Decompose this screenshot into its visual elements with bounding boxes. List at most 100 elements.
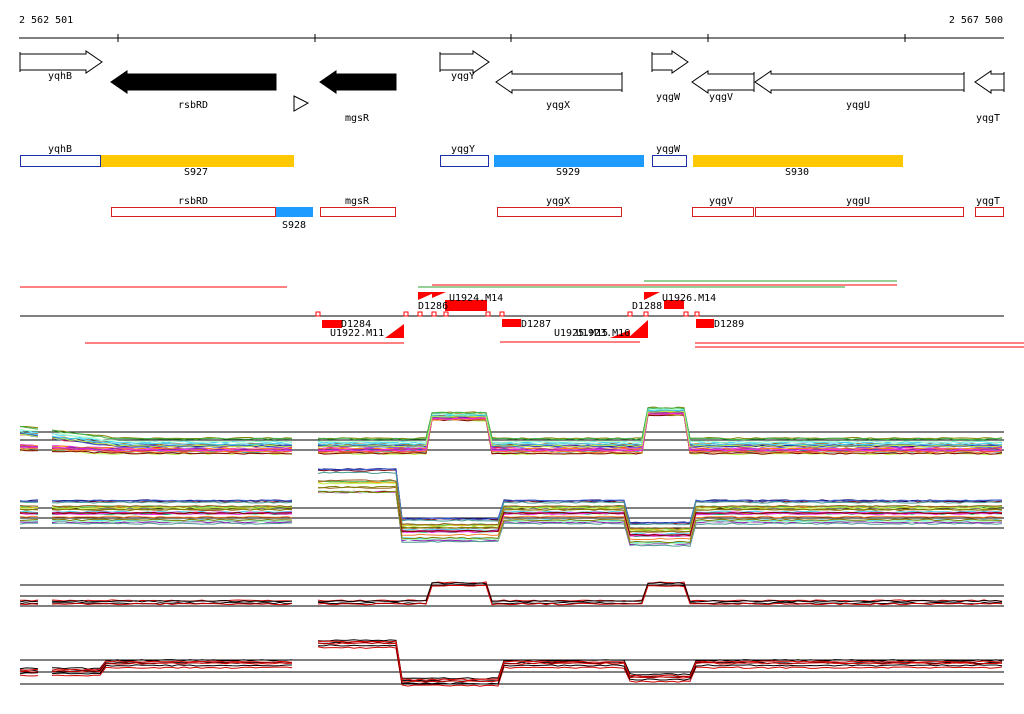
segment-label: rsbRD — [178, 196, 208, 207]
segment-label: S928 — [282, 220, 306, 231]
feature-label: U1924.M14 — [449, 293, 503, 304]
profile-line — [317, 410, 1003, 447]
profile-line — [317, 479, 1003, 530]
segments-track-bottom: rsbRD S928 mgsR yqgX yqgV yqgU yqgT — [111, 196, 1004, 231]
gene-arrow — [319, 70, 397, 94]
profile-line — [317, 584, 1003, 606]
profile-line — [19, 519, 39, 521]
gene-arrow — [439, 50, 490, 74]
profile-line — [317, 490, 1003, 546]
profile-line — [317, 468, 1003, 524]
segment-label: yqgT — [976, 196, 1000, 207]
profile-line — [51, 429, 293, 440]
expression-profiles — [19, 406, 1004, 687]
profile-line — [19, 512, 39, 514]
profile-line — [19, 446, 39, 448]
profile-line — [51, 601, 293, 605]
profile-line — [51, 515, 293, 519]
segments-track-top: yqhB S927 yqgY S929 yqgW S930 — [20, 144, 903, 178]
segment-box — [494, 155, 644, 167]
profile-line — [51, 508, 293, 511]
profile-line — [317, 490, 1003, 547]
profile-line — [19, 447, 38, 450]
gene-label: yqgY — [451, 71, 475, 82]
feature-block — [664, 300, 684, 309]
segment-label: yqgX — [546, 196, 570, 207]
gene-label: mgsR — [345, 113, 370, 124]
feature-wedge — [610, 330, 630, 338]
profile-line — [318, 640, 1003, 681]
feature-wedge — [628, 320, 648, 338]
gene-label: yqgT — [976, 113, 1000, 124]
expression-panel-3 — [19, 581, 1004, 607]
profile-line — [19, 431, 39, 436]
feature-wedge — [385, 324, 404, 338]
profile-line — [51, 445, 293, 450]
expression-panel-1 — [19, 406, 1004, 456]
feature-tick — [683, 311, 689, 317]
profile-line — [317, 490, 1003, 537]
profile-line — [51, 662, 293, 673]
segment-label: yqgU — [846, 196, 870, 207]
profile-line — [317, 482, 1003, 531]
profile-line — [19, 429, 39, 432]
ruler-start-label: 2 562 501 — [19, 15, 73, 26]
profile-line — [51, 518, 293, 522]
profile-line — [19, 433, 39, 438]
profile-line — [51, 435, 293, 446]
profile-line — [317, 639, 1003, 680]
profile-line — [19, 444, 38, 447]
profile-line — [317, 407, 1003, 441]
segment-box — [276, 207, 313, 217]
feature-tick — [499, 311, 505, 317]
gene-track: yqhB rsbRD mgsR yqgY yqgX yqgW yqgV yqgU yqgT — [19, 50, 1005, 124]
feature-label: D1284 — [341, 319, 371, 330]
feature-tick — [403, 311, 409, 317]
feature-wedge — [644, 292, 660, 300]
profile-line — [51, 432, 293, 443]
feature-tick — [627, 311, 633, 317]
segment-box — [111, 207, 276, 217]
segment-label: yqgY — [451, 144, 475, 155]
profile-line — [317, 490, 1003, 540]
profile-line — [19, 505, 39, 507]
feature-block — [502, 319, 521, 327]
profile-line — [51, 659, 293, 670]
feature-label: U1922.M11 — [330, 328, 384, 339]
gene-arrow — [651, 50, 689, 74]
feature-label: U1925.M15 — [554, 328, 608, 339]
profile-line — [51, 599, 293, 603]
feature-tick — [694, 311, 700, 317]
gene-label: yqgW — [656, 92, 681, 103]
profile-line — [317, 468, 1003, 524]
segment-label: S929 — [556, 167, 580, 178]
profile-line — [51, 446, 293, 452]
profile-line — [19, 670, 39, 673]
profile-line — [19, 508, 39, 511]
profile-line — [51, 599, 293, 602]
profile-line — [51, 602, 293, 606]
profile-line — [317, 410, 1003, 448]
segment-label: mgsR — [345, 196, 370, 207]
gene-arrow — [754, 70, 965, 94]
gene-arrow — [691, 70, 755, 94]
profile-line — [19, 449, 39, 452]
gene-label: yqhB — [48, 71, 72, 82]
profile-line — [19, 501, 39, 503]
profile-line — [51, 511, 293, 515]
profile-line — [317, 584, 1003, 605]
ruler-ticks — [117, 34, 906, 42]
profile-line — [51, 504, 293, 508]
profile-line — [51, 519, 293, 523]
profile-line — [51, 501, 293, 504]
profile-line — [317, 410, 1003, 447]
feature-block — [322, 320, 342, 328]
ruler: 2 562 501 2 567 500 — [19, 15, 1004, 42]
profile-line — [317, 646, 1003, 687]
feature-label: U1926.M14 — [662, 293, 716, 304]
profile-line — [19, 506, 39, 509]
segment-label: S927 — [184, 167, 208, 178]
feature-tick — [431, 311, 437, 317]
